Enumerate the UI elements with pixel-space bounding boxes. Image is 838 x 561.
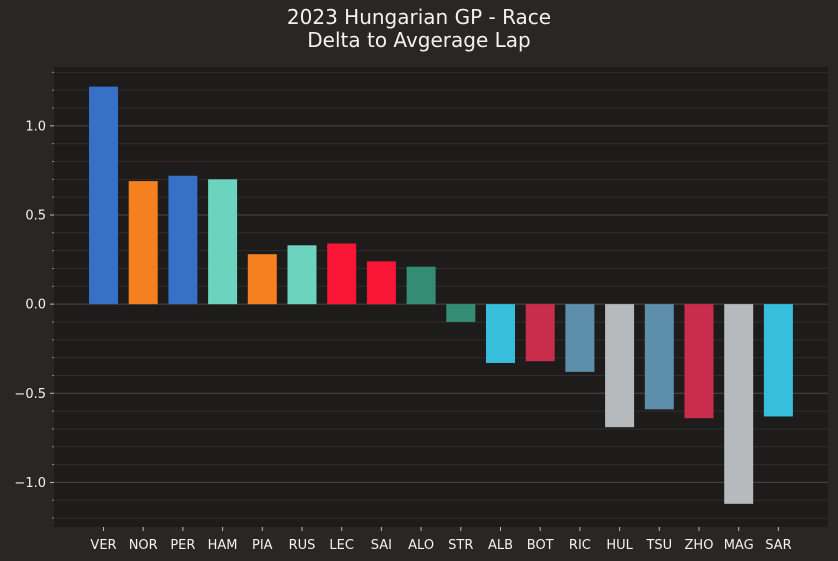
- chart-title: 2023 Hungarian GP - Race: [286, 5, 552, 29]
- bar-ric: [565, 304, 595, 372]
- y-tick-label: 1.0: [25, 119, 46, 134]
- x-axis: VER NOR PER HAM PIA RUS LEC SAI ALO STR ALB BOT RIC H…: [90, 527, 792, 553]
- x-tick-label: ZHO: [685, 538, 714, 553]
- y-tick-label: −0.5: [14, 387, 46, 402]
- x-tick-label: SAI: [371, 538, 392, 553]
- bar-hul: [605, 304, 635, 428]
- bar-str: [446, 304, 476, 322]
- x-tick-label: HAM: [208, 538, 238, 553]
- x-tick-label: BOT: [527, 538, 554, 553]
- bar-ham: [208, 179, 238, 305]
- bar-zho: [684, 304, 714, 419]
- bar-alb: [486, 304, 515, 363]
- x-tick-label: VER: [90, 538, 116, 553]
- bar-series: [89, 86, 793, 504]
- x-tick-label: MAG: [724, 538, 754, 553]
- y-axis: 1.0 0.5 0.0 −0.5 −1.0: [14, 71, 54, 519]
- x-tick-label: ALO: [408, 538, 434, 553]
- x-tick-label: HUL: [606, 538, 633, 553]
- x-tick-label: TSU: [645, 538, 672, 553]
- x-tick-label: SAR: [765, 538, 791, 553]
- x-tick-label: NOR: [129, 538, 158, 553]
- bar-sai: [366, 261, 396, 305]
- bar-sar: [763, 304, 793, 417]
- y-tick-label: 0.5: [25, 208, 46, 223]
- y-tick-label: 0.0: [25, 298, 46, 313]
- bar-nor: [128, 181, 158, 305]
- x-tick-label: RIC: [569, 538, 591, 553]
- x-tick-label: ALB: [488, 538, 513, 553]
- bar-mag: [724, 304, 754, 504]
- bar-lec: [327, 243, 357, 305]
- chart-title-block: 2023 Hungarian GP - Race Delta to Avgera…: [0, 6, 838, 52]
- bar-per: [168, 175, 198, 305]
- bar-bot: [525, 304, 555, 362]
- bar-rus: [287, 245, 317, 305]
- x-tick-label: PIA: [252, 538, 273, 553]
- x-tick-label: STR: [448, 538, 473, 553]
- x-tick-label: PER: [170, 538, 195, 553]
- chart-subtitle: Delta to Avgerage Lap: [307, 28, 531, 52]
- bar-ver: [89, 86, 118, 305]
- bar-alo: [406, 266, 436, 305]
- x-tick-label: RUS: [289, 538, 316, 553]
- bar-tsu: [644, 304, 674, 410]
- x-tick-label: LEC: [329, 538, 354, 553]
- bar-pia: [247, 254, 277, 305]
- y-tick-label: −1.0: [14, 476, 46, 491]
